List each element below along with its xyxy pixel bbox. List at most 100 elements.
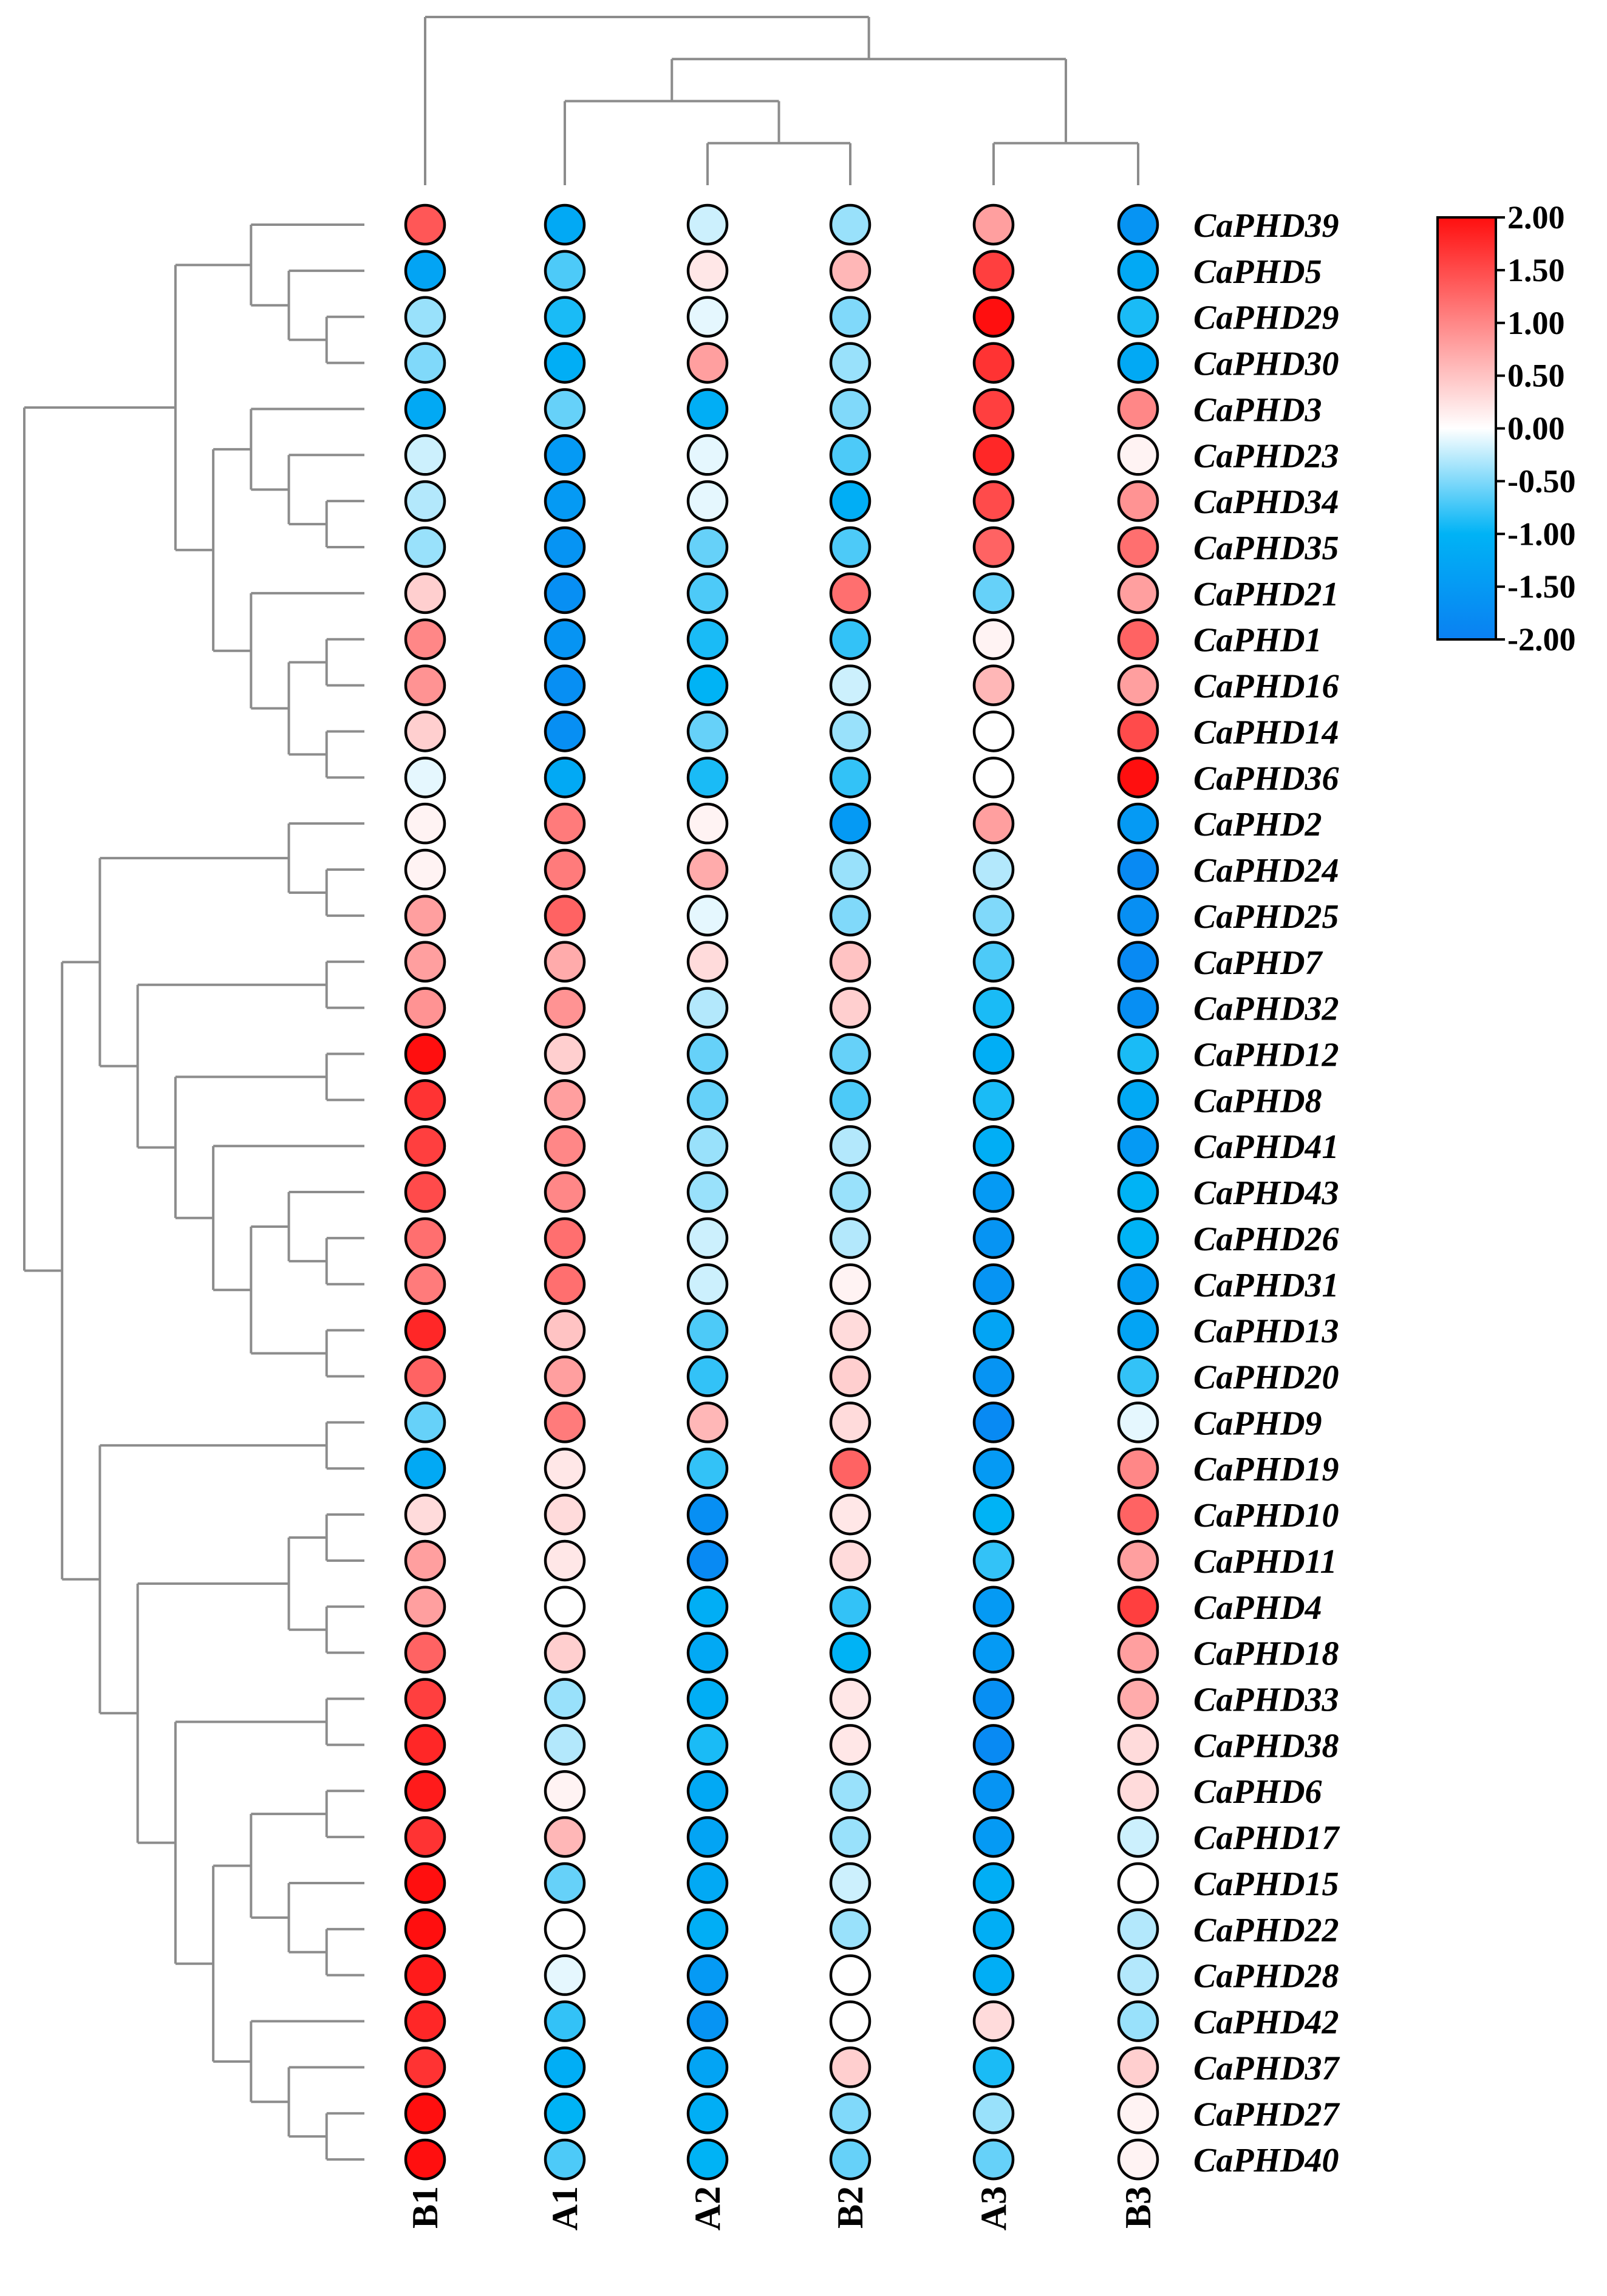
dot-CaPHD26-B1	[404, 1217, 446, 1259]
dot-CaPHD24-B2	[829, 848, 872, 891]
dot-CaPHD32-B3	[1117, 987, 1159, 1029]
colorbar-gradient	[1436, 216, 1497, 641]
dot-CaPHD9-B3	[1117, 1402, 1159, 1443]
dot-CaPHD18-B2	[829, 1632, 872, 1674]
dot-CaPHD22-A3	[972, 1908, 1015, 1950]
dot-CaPHD1-B1	[404, 618, 446, 660]
dot-CaPHD10-A3	[972, 1493, 1015, 1536]
dot-CaPHD23-A2	[686, 434, 729, 476]
dot-CaPHD40-A2	[686, 2138, 729, 2181]
gene-label: CaPHD33	[1193, 1681, 1339, 1719]
gene-label: CaPHD32	[1193, 990, 1339, 1028]
dot-CaPHD26-B2	[829, 1217, 872, 1259]
dot-CaPHD27-A3	[972, 2093, 1015, 2134]
dot-CaPHD9-A3	[972, 1402, 1015, 1443]
dot-CaPHD9-A2	[686, 1402, 729, 1443]
gene-label: CaPHD4	[1193, 1589, 1322, 1627]
dot-CaPHD12-A2	[686, 1033, 729, 1075]
dot-CaPHD10-A1	[544, 1493, 586, 1536]
dot-CaPHD21-B1	[404, 572, 446, 615]
dot-CaPHD42-A1	[544, 2000, 586, 2042]
dot-CaPHD41-A1	[544, 1125, 586, 1167]
dot-CaPHD2-A2	[686, 802, 729, 845]
dot-CaPHD4-B3	[1117, 1586, 1159, 1628]
dot-CaPHD20-A1	[544, 1355, 586, 1397]
dot-CaPHD33-B1	[404, 1678, 446, 1720]
dot-CaPHD7-B2	[829, 941, 872, 983]
colorbar-ticks: 2.00 1.50 1.00 0.50 0.00 -0.50 -1.00 -1.50 -2.00	[1496, 199, 1575, 658]
gene-label: CaPHD13	[1193, 1313, 1339, 1351]
dot-CaPHD4-A1	[544, 1586, 586, 1628]
dot-CaPHD1-B2	[829, 618, 872, 660]
dot-CaPHD9-B2	[829, 1402, 872, 1443]
dot-CaPHD24-A3	[972, 848, 1015, 891]
dot-CaPHD30-B1	[404, 342, 446, 384]
gene-label: CaPHD28	[1193, 1958, 1339, 1995]
dot-CaPHD13-B1	[404, 1309, 446, 1351]
dot-CaPHD26-B3	[1117, 1217, 1159, 1259]
dot-CaPHD15-B1	[404, 1862, 446, 1904]
dot-CaPHD37-A2	[686, 2046, 729, 2088]
dot-CaPHD11-B1	[404, 1539, 446, 1582]
gene-label: CaPHD7	[1193, 944, 1323, 982]
dot-CaPHD4-A2	[686, 1586, 729, 1628]
column-dendrogram	[424, 16, 1139, 185]
dot-CaPHD39-A1	[544, 203, 586, 246]
dot-CaPHD6-A3	[972, 1770, 1015, 1812]
gene-label: CaPHD25	[1193, 898, 1339, 936]
dot-CaPHD33-B3	[1117, 1678, 1159, 1720]
dot-CaPHD12-B2	[829, 1033, 872, 1075]
dot-CaPHD10-A2	[686, 1493, 729, 1536]
gene-label: CaPHD14	[1193, 714, 1339, 751]
dot-CaPHD4-B1	[404, 1586, 446, 1628]
dot-CaPHD2-B2	[829, 802, 872, 845]
dot-CaPHD3-A3	[972, 388, 1015, 430]
dot-CaPHD42-B2	[829, 2000, 872, 2042]
dot-CaPHD26-A1	[544, 1217, 586, 1259]
dot-CaPHD14-A1	[544, 710, 586, 752]
dot-CaPHD6-B2	[829, 1770, 872, 1812]
dot-CaPHD31-A3	[972, 1263, 1015, 1306]
dot-CaPHD38-A2	[686, 1724, 729, 1766]
colorbar-tick-label: -1.00	[1507, 516, 1575, 552]
gene-label: CaPHD31	[1193, 1267, 1339, 1304]
dot-CaPHD42-A2	[686, 2000, 729, 2042]
dot-CaPHD17-B2	[829, 1816, 872, 1858]
sample-label: A2	[687, 2186, 728, 2230]
dot-CaPHD3-B2	[829, 388, 872, 430]
dot-CaPHD33-A1	[544, 1678, 586, 1720]
gene-label: CaPHD34	[1193, 483, 1339, 521]
gene-label: CaPHD19	[1193, 1451, 1339, 1488]
dot-CaPHD15-B2	[829, 1862, 872, 1904]
dot-CaPHD26-A3	[972, 1217, 1015, 1259]
dot-CaPHD41-A2	[686, 1125, 729, 1167]
dot-CaPHD8-A3	[972, 1079, 1015, 1121]
dot-CaPHD18-A2	[686, 1632, 729, 1674]
dot-CaPHD35-A1	[544, 526, 586, 568]
color-legend: 2.00 1.50 1.00 0.50 0.00 -0.50 -1.00 -1.50 -2.00	[1436, 199, 1575, 658]
dot-CaPHD23-A3	[972, 434, 1015, 476]
dot-CaPHD23-B1	[404, 434, 446, 476]
dot-CaPHD21-A3	[972, 572, 1015, 615]
dot-CaPHD20-B1	[404, 1355, 446, 1397]
dot-CaPHD23-A1	[544, 434, 586, 476]
dot-CaPHD31-A1	[544, 1263, 586, 1306]
dot-CaPHD7-A3	[972, 941, 1015, 983]
dot-CaPHD43-A1	[544, 1171, 586, 1213]
dot-CaPHD21-A2	[686, 572, 729, 615]
dot-CaPHD27-A1	[544, 2093, 586, 2134]
gene-label: CaPHD20	[1193, 1359, 1339, 1397]
dot-CaPHD39-B1	[404, 203, 446, 246]
dot-CaPHD42-B3	[1117, 2000, 1159, 2042]
dot-CaPHD29-A2	[686, 296, 729, 338]
dot-CaPHD37-B1	[404, 2046, 446, 2088]
dot-CaPHD6-B1	[404, 1770, 446, 1812]
dot-CaPHD5-B2	[829, 250, 872, 292]
dot-CaPHD17-B1	[404, 1816, 446, 1858]
dot-CaPHD24-B1	[404, 848, 446, 891]
dot-CaPHD43-B2	[829, 1171, 872, 1213]
gene-label: CaPHD24	[1193, 852, 1339, 890]
dot-CaPHD24-B3	[1117, 848, 1159, 891]
dot-CaPHD29-A1	[544, 296, 586, 338]
dot-CaPHD32-A2	[686, 987, 729, 1029]
